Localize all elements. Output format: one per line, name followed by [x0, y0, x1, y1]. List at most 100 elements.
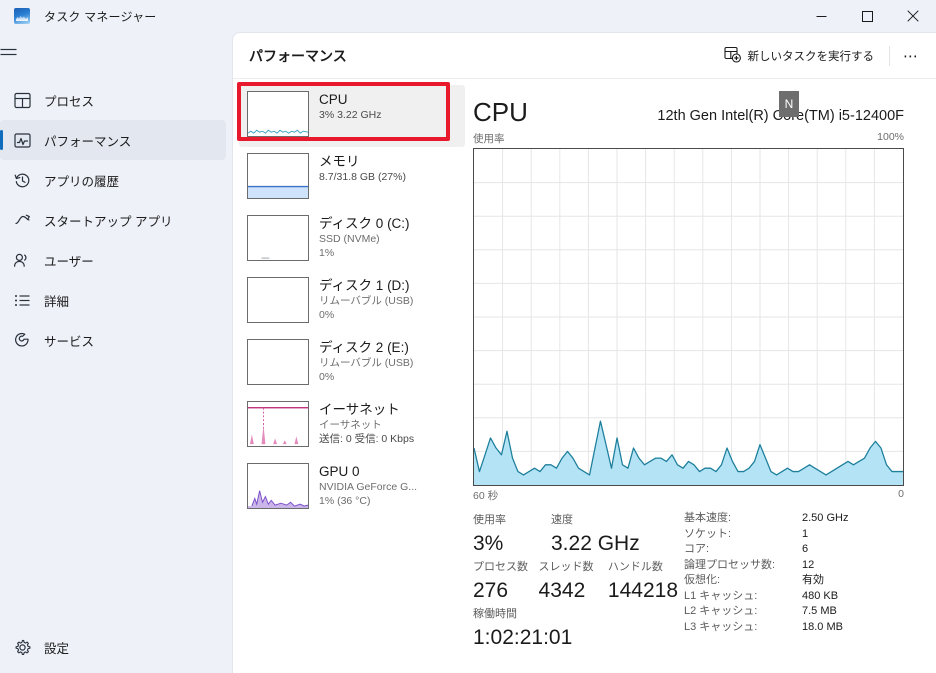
window-title: タスク マネージャー — [44, 9, 157, 24]
resource-sub2: 1% — [319, 247, 335, 259]
stat-label: 使用率 — [473, 514, 506, 526]
spec-value: 6 — [802, 543, 809, 555]
stat-utilization: 使用率 3% — [473, 511, 551, 558]
resource-sub1: リムーバブル (USB) — [319, 357, 414, 369]
sidebar-item-services[interactable]: サービス — [0, 320, 232, 360]
maximize-button[interactable] — [844, 0, 890, 32]
resource-sub1: NVIDIA GeForce G... — [319, 481, 418, 493]
sidebar-item-app-history[interactable]: アプリの履歴 — [0, 160, 232, 200]
spec-row: L3 キャッシュ: 18.0 MB — [684, 620, 904, 636]
resource-item-ethernet[interactable]: イーサネット イーサネット 送信: 0 受信: 0 Kbps — [239, 395, 465, 457]
app-history-icon — [0, 172, 44, 189]
cpu-detail-pane: CPU 12th Gen Intel(R) Core(TM) i5-12400F… — [465, 79, 936, 673]
stat-threads: スレッド数 4342 — [539, 558, 608, 605]
page-title: パフォーマンス — [249, 47, 347, 64]
detail-title: CPU — [473, 97, 528, 127]
stat-label: プロセス数 — [473, 561, 528, 573]
sidebar-item-label: サービス — [44, 334, 95, 349]
content-card: パフォーマンス 新しいタスクを実行する — [232, 32, 936, 673]
gpu0-thumbnail — [247, 463, 309, 509]
cpu-thumbnail — [247, 91, 309, 137]
stat-uptime: 稼働時間 1:02:21:01 — [473, 605, 572, 652]
hamburger-icon — [0, 47, 17, 65]
sidebar-item-startup-apps[interactable]: スタートアップ アプリ — [0, 200, 232, 240]
stat-value: 276 — [473, 579, 509, 602]
stats-row-1: 使用率 3% 速度 3.22 GHz — [473, 511, 678, 558]
resource-sub1: 3% 3.22 GHz — [319, 109, 382, 121]
disk0-meta: ディスク 0 (C:) SSD (NVMe) 1% — [319, 215, 410, 260]
sidebar-item-processes[interactable]: プロセス — [0, 80, 232, 120]
toolbar-divider — [889, 45, 890, 66]
spec-row: L1 キャッシュ: 480 KB — [684, 589, 904, 605]
spec-value: 12 — [802, 558, 815, 571]
graph-area — [474, 421, 903, 485]
graph-y-max: 100% — [877, 131, 904, 143]
resource-sub2: 送信: 0 受信: 0 Kbps — [319, 433, 415, 445]
sidebar-item-users[interactable]: ユーザー — [0, 240, 232, 280]
spec-key: 論理プロセッサ数: — [684, 558, 776, 571]
spec-key: 基本速度: — [684, 512, 732, 524]
minimize-button[interactable] — [798, 0, 844, 32]
resource-sub2: 0% — [319, 309, 335, 321]
users-icon — [0, 252, 44, 269]
sidebar-item-label: 詳細 — [44, 294, 70, 309]
close-button[interactable] — [890, 0, 936, 32]
more-options-button[interactable]: ⋯ — [903, 47, 919, 65]
graph-line — [474, 420, 903, 476]
ethernet-thumbnail — [247, 401, 309, 447]
graph-x-left: 60 秒 — [473, 490, 499, 502]
services-icon — [0, 332, 44, 349]
stat-value: 4342 — [538, 579, 586, 602]
new-task-icon — [723, 46, 741, 66]
resource-item-disk-0[interactable]: ディスク 0 (C:) SSD (NVMe) 1% — [239, 209, 465, 271]
stats-row-3: 稼働時間 1:02:21:01 — [473, 605, 678, 652]
resource-item-disk-1[interactable]: ディスク 1 (D:) リムーバブル (USB) 0% — [239, 271, 465, 333]
stat-value: 144218 — [607, 579, 678, 602]
resource-sub1: リムーバブル (USB) — [319, 295, 414, 307]
hamburger-menu-button[interactable] — [0, 36, 232, 76]
graph-y-label: 使用率 — [473, 133, 505, 145]
spec-row: 基本速度: 2.50 GHz — [684, 511, 904, 527]
startup-apps-icon — [0, 212, 44, 229]
spec-key: L3 キャッシュ: — [684, 620, 758, 633]
resource-item-gpu-0[interactable]: GPU 0 NVIDIA GeForce G... 1% (36 °C) — [239, 457, 465, 519]
spec-value: 7.5 MB — [802, 605, 837, 617]
stat-value: 3.22 GHz — [551, 532, 640, 555]
resource-sub2: 1% (36 °C) — [319, 495, 371, 507]
stat-label: ハンドル数 — [607, 561, 663, 573]
run-new-task-label: 新しいタスクを実行する — [747, 50, 875, 63]
resource-item-disk-2[interactable]: ディスク 2 (E:) リムーバブル (USB) 0% — [239, 333, 465, 395]
performance-icon — [0, 132, 44, 149]
sidebar-item-details[interactable]: 詳細 — [0, 280, 232, 320]
sidebar-item-label: スタートアップ アプリ — [44, 214, 173, 229]
run-new-task-button[interactable]: 新しいタスクを実行する — [715, 41, 884, 71]
stat-handles: ハンドル数 144218 — [608, 558, 678, 605]
spec-row: 論理プロセッサ数: 12 — [684, 558, 904, 574]
sidebar-spacer — [0, 360, 232, 627]
sidebar-item-performance[interactable]: パフォーマンス — [0, 120, 226, 160]
sidebar-item-settings[interactable]: 設定 — [0, 627, 232, 667]
resource-name: CPU — [319, 92, 348, 107]
resource-name: GPU 0 — [319, 464, 360, 479]
resource-sub1: 8.7/31.8 GB (27%) — [319, 171, 406, 183]
sidebar-item-label: アプリの履歴 — [44, 174, 120, 189]
resource-item-memory[interactable]: メモリ 8.7/31.8 GB (27%) — [239, 147, 465, 209]
disk1-meta: ディスク 1 (D:) リムーバブル (USB) 0% — [319, 277, 413, 322]
resource-item-cpu[interactable]: CPU 3% 3.22 GHz — [239, 85, 465, 147]
spec-value: 2.50 GHz — [802, 512, 849, 524]
graph-x-right: 0 — [898, 488, 904, 500]
sidebar-item-label: 設定 — [44, 641, 70, 656]
graph-top-labels: 使用率 100% — [473, 129, 904, 148]
spec-key: L2 キャッシュ: — [684, 605, 758, 617]
spec-key: コア: — [684, 543, 710, 555]
resource-list[interactable]: CPU 3% 3.22 GHz メモリ — [233, 79, 465, 673]
spec-row: L2 キャッシュ: 7.5 MB — [684, 604, 904, 620]
gpu0-meta: GPU 0 NVIDIA GeForce G... 1% (36 °C) — [319, 463, 417, 508]
spec-value: 18.0 MB — [802, 620, 843, 633]
disk0-thumbnail — [247, 215, 309, 261]
stats-row-2: プロセス数 276 スレッド数 4342 ハンドル数 144218 — [473, 558, 678, 605]
gear-icon — [0, 639, 44, 656]
resource-name: ディスク 2 (E:) — [319, 340, 409, 355]
graph-grid — [474, 149, 903, 485]
